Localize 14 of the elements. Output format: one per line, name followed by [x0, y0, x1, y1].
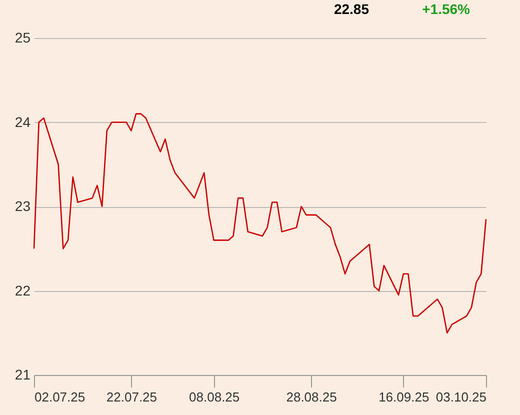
x-tick-label: 28.08.25 — [286, 390, 337, 404]
text: +1.56% — [422, 1, 471, 17]
text: 22.85 — [334, 1, 370, 17]
y-tick-label: 21 — [14, 366, 31, 382]
x-tick-label: 02.07.25 — [34, 390, 86, 404]
x-tick-label: 08.08.25 — [189, 390, 240, 404]
y-tick-label: 22 — [14, 282, 31, 298]
x-tick-label: 22.07.25 — [106, 390, 158, 404]
y-tick-label: 25 — [14, 30, 31, 46]
y-tick-label: 23 — [14, 198, 31, 214]
x-tick-label: 16.09.25 — [378, 390, 430, 404]
line-series — [33, 113, 487, 334]
x-tick-label: 03.10.25 — [436, 390, 486, 404]
y-tick-label: 24 — [14, 114, 31, 130]
